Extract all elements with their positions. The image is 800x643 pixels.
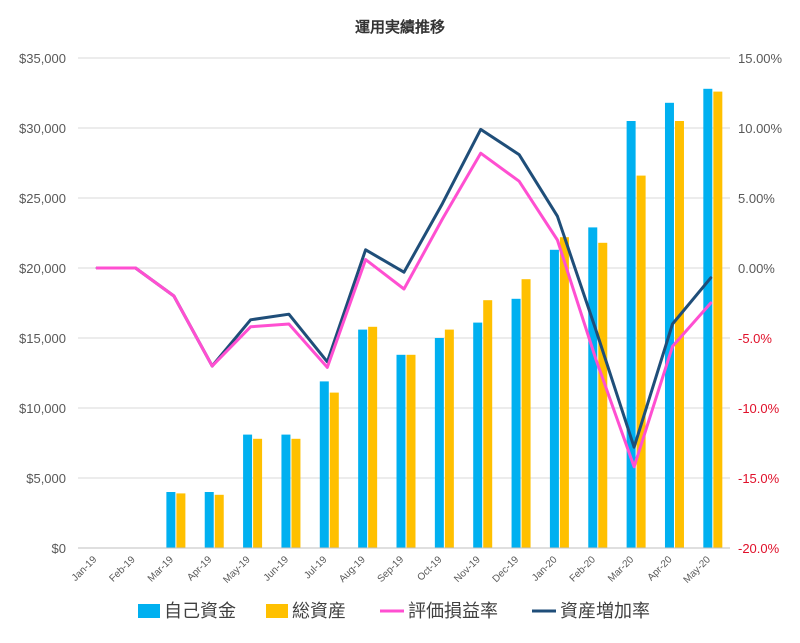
x-tick-label: Nov-19: [452, 554, 483, 585]
legend-swatch: [266, 604, 288, 618]
y-left-tick-label: $5,000: [26, 471, 66, 486]
y-left-tick-label: $15,000: [19, 331, 66, 346]
x-tick-label: May-19: [221, 554, 253, 586]
bar: [368, 326, 378, 548]
bar: [521, 279, 531, 548]
y-left-tick-label: $0: [52, 541, 66, 556]
bar-series: [166, 88, 723, 549]
bar: [214, 494, 224, 548]
x-tick-label: Apr-19: [185, 554, 214, 583]
x-tick-label: May-20: [682, 554, 714, 586]
legend-label: 資産増加率: [560, 601, 650, 622]
bar: [176, 493, 186, 548]
bar: [713, 91, 723, 548]
bar: [166, 492, 176, 548]
bar: [396, 354, 406, 548]
chart-title: 運用実績推移: [355, 18, 445, 36]
bar: [406, 354, 416, 548]
y-left-tick-label: $25,000: [19, 191, 66, 206]
y-right-tick-label: 10.00%: [738, 121, 783, 136]
x-tick-label: Jul-19: [302, 554, 329, 581]
y-left-tick-label: $35,000: [19, 51, 66, 66]
bar: [598, 242, 608, 549]
y-right-tick-label: 5.00%: [738, 191, 775, 206]
x-tick-label: Jun-19: [262, 554, 292, 584]
bar: [243, 434, 253, 548]
bar: [444, 329, 454, 548]
x-tick-label: Oct-19: [415, 554, 444, 583]
x-tick-label: Feb-20: [568, 554, 598, 584]
x-tick-label: Sep-19: [376, 554, 407, 585]
bar: [588, 227, 598, 548]
bar: [626, 121, 636, 548]
legend: 自己資金 総資産 評価損益率 資産増加率: [138, 601, 650, 622]
bar: [511, 298, 521, 548]
y-right-tick-label: -15.0%: [738, 471, 780, 486]
bar: [319, 381, 329, 548]
bar: [329, 392, 339, 548]
bar: [291, 438, 301, 548]
bar: [549, 249, 559, 549]
x-tick-label: Feb-19: [107, 554, 137, 584]
legend-label: 総資産: [292, 601, 346, 622]
series-line: [95, 151, 713, 469]
y-right-tick-label: -20.0%: [738, 541, 780, 556]
bar: [664, 102, 674, 549]
y-left-tick-label: $20,000: [19, 261, 66, 276]
bar: [253, 438, 263, 548]
legend-label: 自己資金: [164, 601, 236, 622]
legend-label: 評価損益率: [408, 601, 498, 622]
x-tick-label: Mar-20: [606, 554, 636, 584]
bar: [281, 434, 291, 548]
y-right-tick-label: 0.00%: [738, 261, 775, 276]
x-tick-label: Mar-19: [146, 554, 176, 584]
x-tick-label: Jan-20: [530, 554, 560, 584]
y-left-tick-label: $30,000: [19, 121, 66, 136]
y-right-tick-label: -10.0%: [738, 401, 780, 416]
y-right-tick-label: 15.00%: [738, 51, 783, 66]
bar: [559, 237, 569, 548]
bar: [674, 121, 684, 548]
bar: [434, 338, 444, 548]
bar: [204, 492, 214, 548]
bar: [358, 329, 368, 548]
y-left-tick-label: $10,000: [19, 401, 66, 416]
line-series: [95, 127, 713, 469]
bar: [703, 88, 713, 549]
y-right-tick-label: -5.0%: [738, 331, 772, 346]
bar: [473, 322, 483, 548]
x-tick-label: Dec-19: [491, 554, 522, 585]
legend-swatch: [138, 604, 160, 618]
bar: [636, 175, 646, 548]
x-tick-label: Jan-19: [70, 554, 100, 584]
bar: [483, 300, 493, 548]
x-tick-label: Aug-19: [337, 554, 368, 585]
x-tick-label: Apr-20: [646, 554, 675, 583]
